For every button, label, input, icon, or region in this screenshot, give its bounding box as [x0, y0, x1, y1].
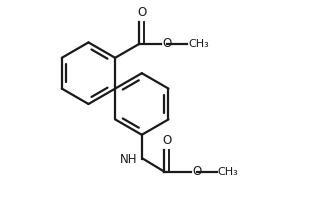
Text: CH₃: CH₃ — [188, 39, 209, 49]
Text: CH₃: CH₃ — [218, 167, 239, 177]
Text: O: O — [137, 6, 146, 19]
Text: O: O — [162, 37, 171, 50]
Text: O: O — [192, 165, 201, 178]
Text: O: O — [162, 134, 171, 147]
Text: NH: NH — [120, 153, 138, 166]
